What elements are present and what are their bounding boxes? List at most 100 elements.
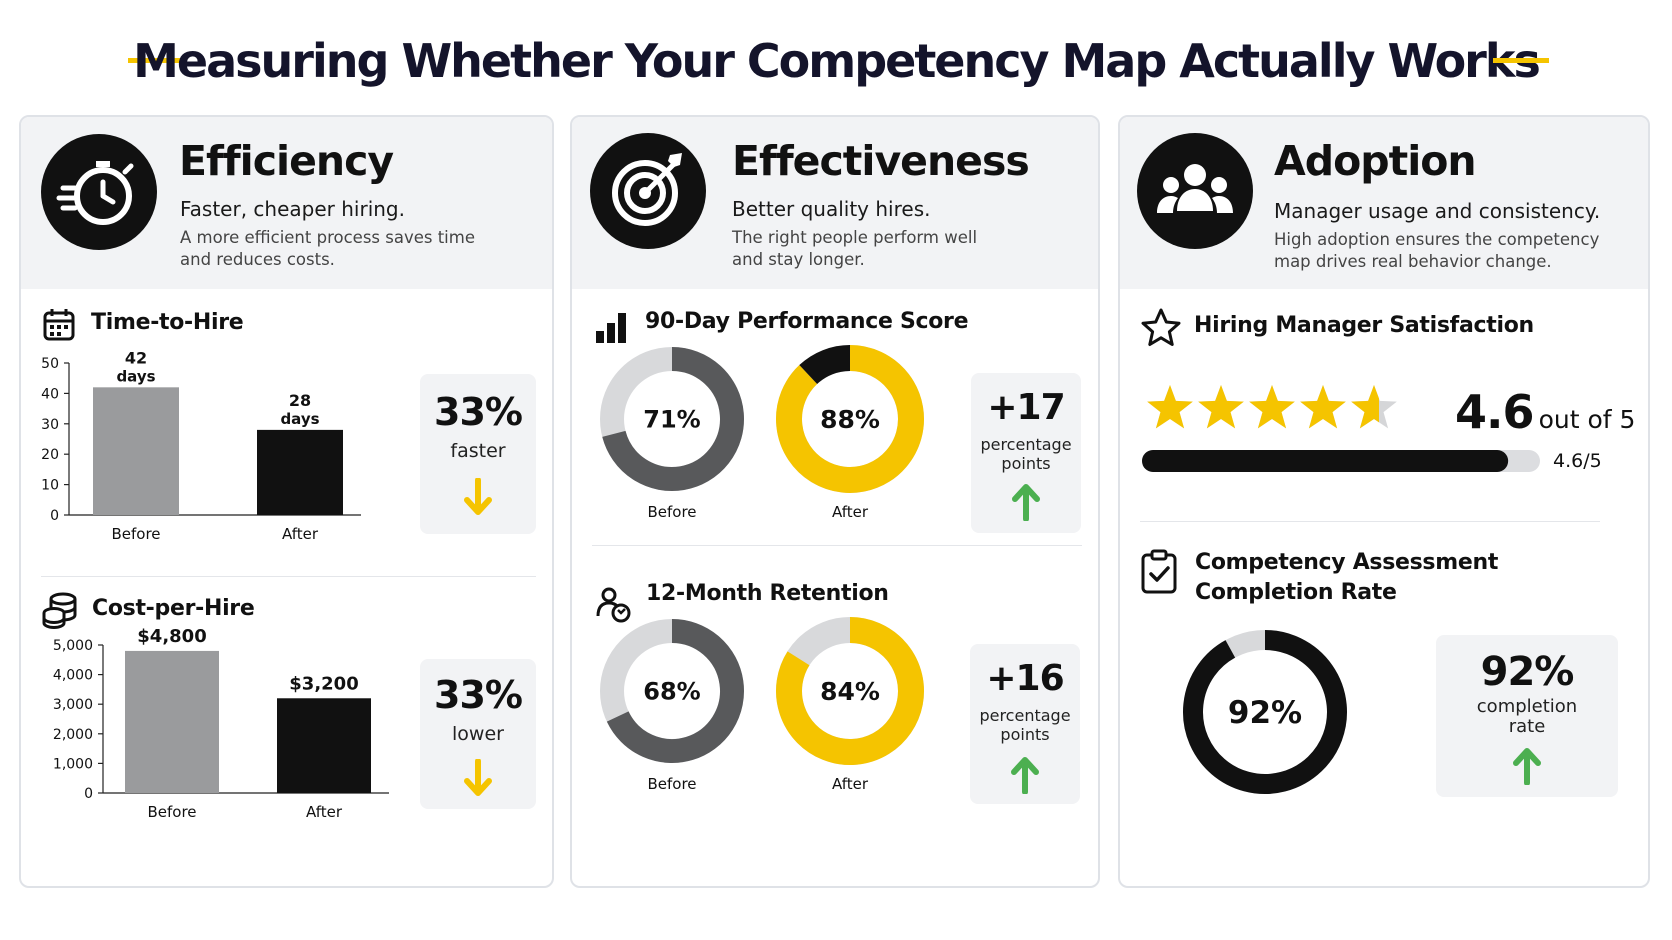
cost-per-hire-title: Cost-per-Hire: [92, 596, 255, 621]
donut-before-label: 71%: [643, 406, 700, 434]
performance-kpi: +17 percentage points: [971, 373, 1081, 533]
star-3: [1249, 385, 1295, 429]
y-tick-label: 2,000: [53, 727, 93, 743]
donut-before-value-arc: [606, 619, 744, 763]
efficiency-title: Efficiency: [179, 137, 394, 185]
data-label-unit: days: [116, 367, 155, 385]
y-tick-label: 40: [41, 386, 59, 402]
coins-icon: [42, 592, 77, 629]
bar-after: [257, 429, 343, 515]
title-accent-right: [1493, 58, 1549, 63]
data-label: 42: [125, 348, 147, 367]
category-label: Before: [647, 775, 696, 793]
effectiveness-panel: Effectiveness Better quality hires. The …: [570, 115, 1100, 888]
y-tick-label: 5,000: [53, 638, 93, 654]
completion-title-line2: Completion Rate: [1195, 580, 1397, 605]
retention-kpi-label: percentage points: [979, 706, 1071, 744]
category-label: After: [282, 525, 319, 543]
adoption-header: Adoption Manager usage and consistency. …: [1120, 117, 1648, 289]
satisfaction-score: 4.6 out of 5: [1455, 385, 1635, 439]
retention-donuts: 68% 84% Before After: [600, 617, 924, 793]
completion-title: Competency Assessment Completion Rate: [1195, 548, 1498, 608]
cost-per-hire-kpi: 33% lower: [420, 659, 536, 809]
cost-per-hire-kpi-value: 33%: [434, 673, 523, 717]
divider: [41, 576, 536, 577]
donut-after-value-arc: [776, 345, 924, 493]
adoption-description: High adoption ensures the competency map…: [1274, 230, 1600, 271]
donut-before-label: 68%: [643, 678, 700, 706]
y-tick-label: 50: [41, 356, 59, 372]
y-tick-label: 3,000: [53, 697, 93, 713]
satisfaction-progress-bar: [1142, 450, 1540, 472]
calendar-icon: [43, 309, 75, 341]
bar-chart-icon: [596, 313, 626, 343]
donut-after-remainder-arc: [799, 345, 851, 385]
category-label: Before: [147, 803, 196, 821]
time-to-hire-kpi-value: 33%: [434, 390, 523, 434]
efficiency-header: Efficiency Faster, cheaper hiring. A mor…: [21, 117, 552, 289]
retention-title: 12-Month Retention: [646, 581, 889, 606]
bar-before: [125, 650, 219, 793]
category-label: Before: [111, 525, 160, 543]
y-tick-label: 0: [50, 508, 59, 524]
category-label: After: [832, 503, 869, 521]
completion-kpi: 92% completion rate: [1436, 635, 1618, 797]
clipboard-check-icon: [1141, 549, 1177, 594]
donut-before-value-arc: [602, 347, 744, 491]
group-icon: [1137, 133, 1253, 249]
y-tick-label: 30: [41, 417, 59, 433]
adoption-title: Adoption: [1274, 137, 1477, 185]
completion-donut-label: 92%: [1228, 695, 1302, 731]
performance-kpi-value: +17: [987, 387, 1065, 428]
bar-after: [277, 698, 371, 793]
satisfaction-score-value: 4.6: [1455, 385, 1534, 439]
star-4: [1300, 385, 1346, 429]
divider: [1140, 521, 1600, 522]
effectiveness-title: Effectiveness: [732, 137, 1030, 185]
donut-after-value-arc: [776, 617, 924, 765]
progress-fill: [1142, 450, 1509, 472]
effectiveness-header: Effectiveness Better quality hires. The …: [572, 117, 1098, 289]
star-5: [1351, 385, 1379, 429]
y-tick-label: 0: [84, 786, 93, 802]
donut-after-label: 84%: [820, 677, 880, 706]
stopwatch-icon: [41, 134, 157, 250]
category-label: After: [832, 775, 869, 793]
title-accent-left: [128, 58, 184, 63]
category-label: Before: [647, 503, 696, 521]
y-tick-label: 10: [41, 478, 59, 494]
effectiveness-subtitle: Better quality hires.: [732, 197, 931, 221]
time-to-hire-title: Time-to-Hire: [91, 310, 244, 335]
y-tick-label: 20: [41, 447, 59, 463]
arrow-up-icon: [1513, 748, 1541, 785]
people-cycle-icon: [596, 587, 631, 623]
y-tick-label: 1,000: [53, 756, 93, 772]
completion-kpi-value: 92%: [1480, 649, 1575, 695]
arrow-down-icon: [464, 759, 492, 796]
bar-before: [93, 387, 179, 515]
adoption-subtitle: Manager usage and consistency.: [1274, 199, 1601, 223]
efficiency-subtitle: Faster, cheaper hiring.: [180, 197, 405, 221]
efficiency-panel: Efficiency Faster, cheaper hiring. A mor…: [19, 115, 554, 888]
data-label: $4,800: [137, 627, 206, 647]
satisfaction-score-suffix: out of 5: [1538, 405, 1636, 434]
performance-kpi-label: percentage points: [980, 435, 1072, 473]
star-outline-icon: [1141, 308, 1181, 346]
arrow-up-icon: [1012, 484, 1040, 521]
completion-donut: 92%: [1183, 630, 1347, 794]
retention-kpi-value: +16: [986, 658, 1064, 699]
divider: [592, 545, 1082, 546]
cost-per-hire-chart: 0 1,000 2,000 3,000 4,000 5,000 $4,800 Before $3…: [53, 627, 389, 821]
satisfaction-bar-label: 4.6/5: [1553, 450, 1602, 472]
data-label: $3,200: [289, 673, 358, 694]
completion-kpi-label: completion rate: [1476, 696, 1578, 737]
data-label: 28: [289, 391, 311, 410]
arrow-up-icon: [1011, 757, 1039, 794]
performance-donuts: 71% 88% Before After: [600, 345, 924, 521]
page-title: Measuring Whether Your Competency Map Ac…: [133, 34, 1541, 88]
star-1: [1147, 385, 1193, 429]
data-label-unit: days: [280, 410, 319, 428]
effectiveness-description: The right people perform well and stay l…: [732, 228, 978, 269]
adoption-panel: Adoption Manager usage and consistency. …: [1118, 115, 1650, 888]
